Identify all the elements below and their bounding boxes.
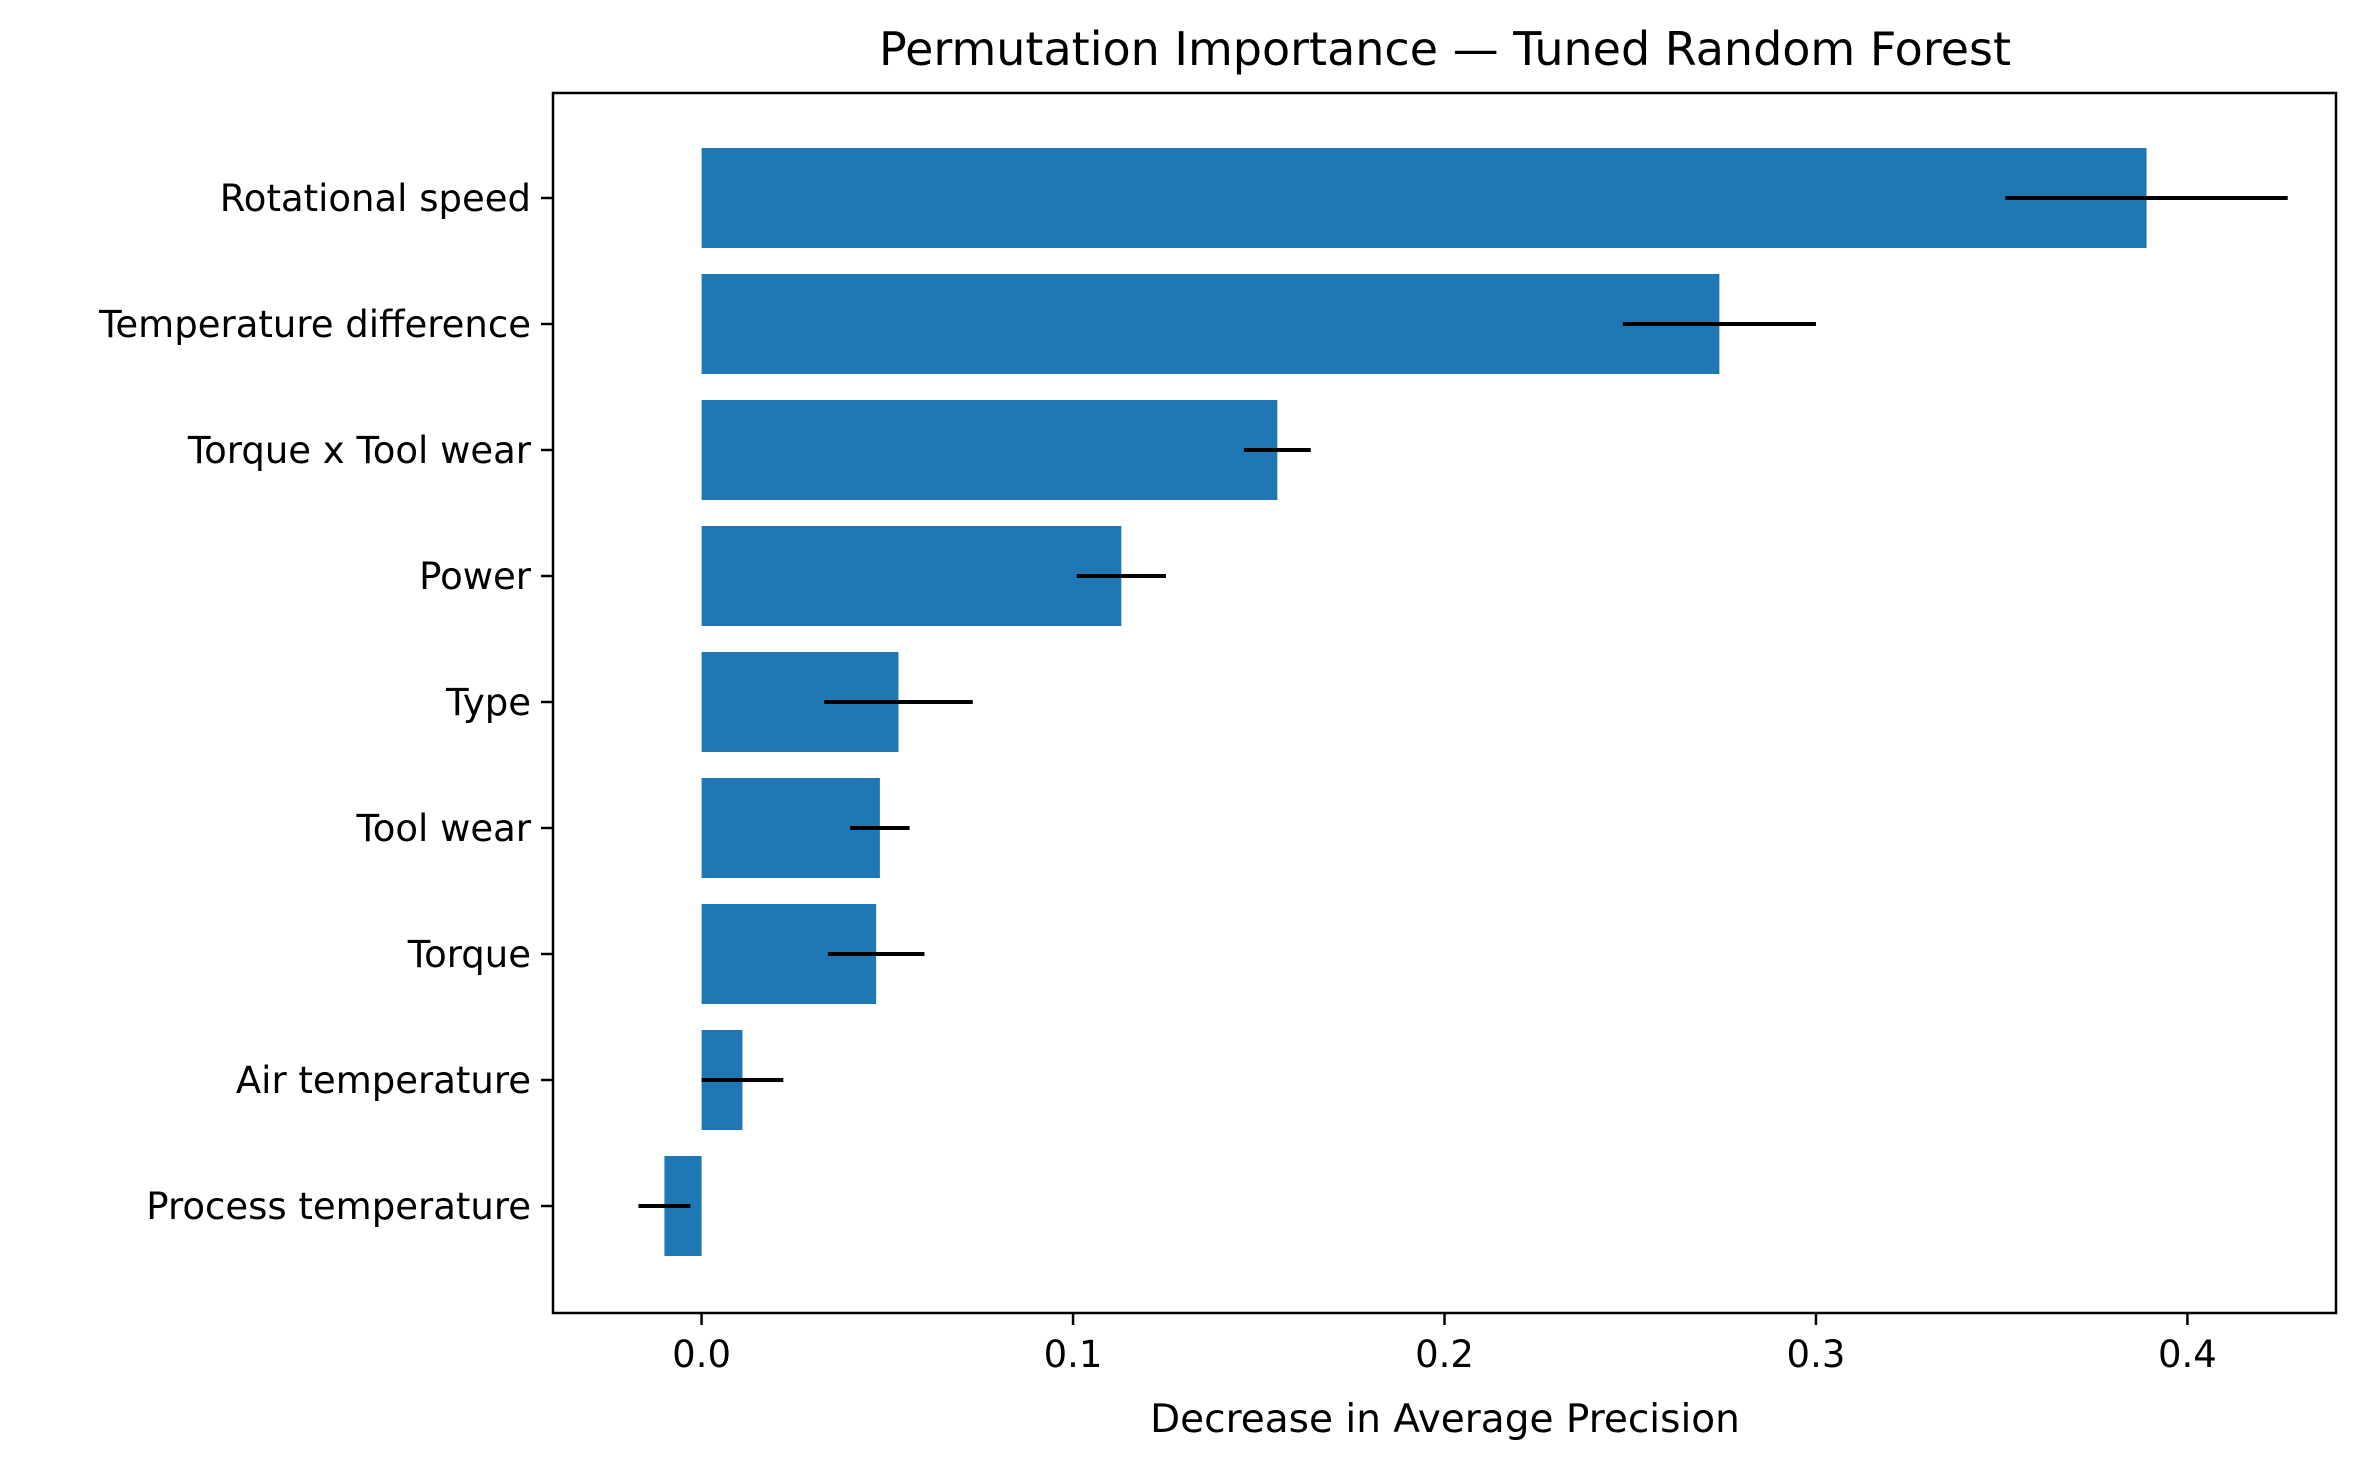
y-tick-label: Tool wear (355, 807, 531, 850)
x-tick-label: 0.2 (1415, 1333, 1474, 1376)
bars-layer (664, 148, 2147, 1256)
x-tick-label: 0.4 (2158, 1333, 2217, 1376)
x-axis-ticks: 0.0 0.1 0.2 0.3 0.4 (672, 1313, 2217, 1376)
error-bars-layer (638, 196, 2288, 1208)
bar (701, 778, 880, 878)
y-tick-label: Type (445, 681, 531, 724)
bar (701, 526, 1122, 626)
y-tick-label: Power (419, 555, 532, 598)
y-axis-ticks: Rotational speed Temperature difference To… (98, 177, 553, 1228)
x-tick-label: 0.1 (1044, 1333, 1103, 1376)
x-tick-label: 0.0 (672, 1333, 731, 1376)
y-tick-label: Air temperature (236, 1059, 531, 1102)
plot-frame (551, 91, 2338, 1315)
x-tick-label: 0.3 (1787, 1333, 1846, 1376)
bar (701, 400, 1278, 500)
bar (701, 148, 2147, 248)
y-tick-label: Process temperature (146, 1185, 531, 1228)
y-tick-label: Torque (407, 933, 531, 976)
x-axis-label: Decrease in Average Precision (1150, 1397, 1740, 1442)
chart-title: Permutation Importance — Tuned Random Fo… (879, 22, 2011, 76)
y-tick-label: Rotational speed (220, 177, 531, 220)
y-tick-label: Temperature difference (98, 303, 531, 346)
bar (701, 274, 1720, 374)
y-tick-label: Torque x Tool wear (187, 429, 532, 472)
